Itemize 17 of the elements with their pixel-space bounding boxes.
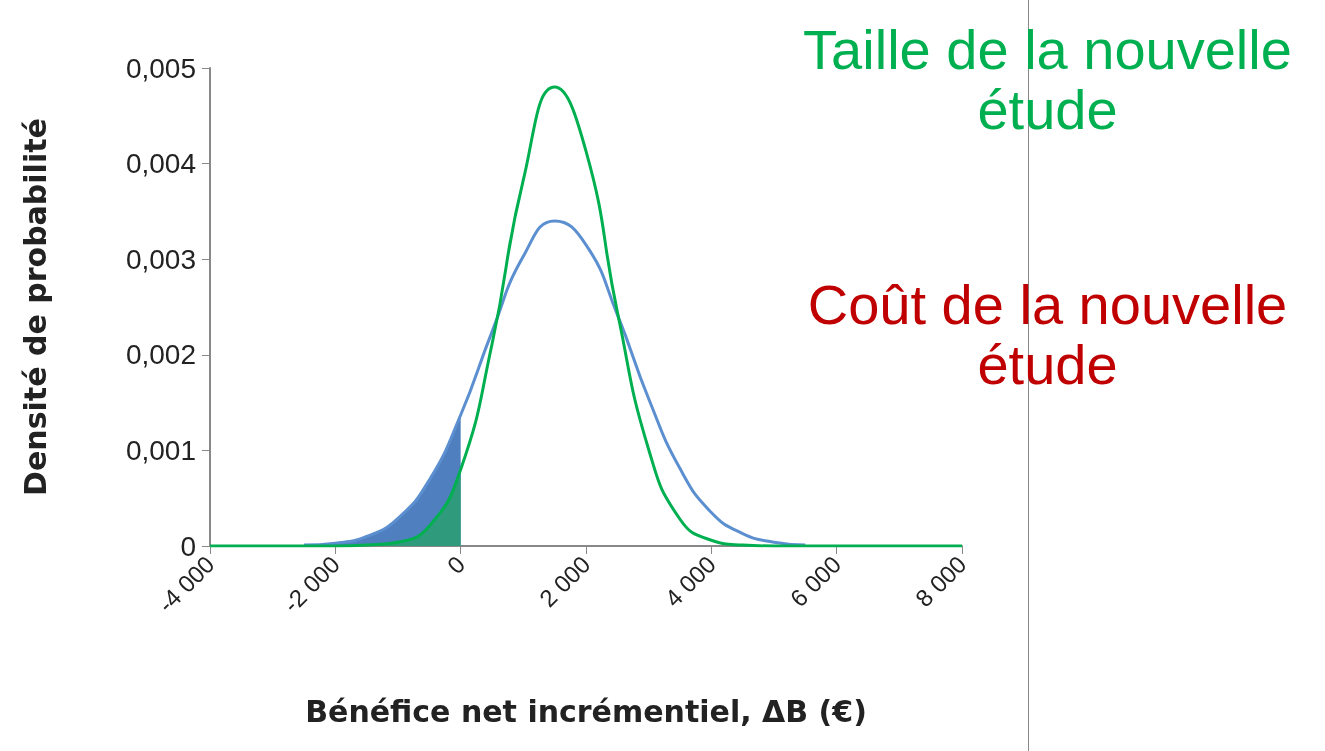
x-axis-title: Bénéfice net incrémentiel, ΔB (€) <box>305 693 867 729</box>
y-tick-label: 0,005 <box>125 52 196 84</box>
x-tick-label: -2 000 <box>277 550 345 618</box>
x-tick-label: 0 <box>441 550 471 579</box>
line-series <box>302 219 807 547</box>
y-tick-label: 0,002 <box>125 339 196 371</box>
x-tick-label: 2 000 <box>534 550 596 612</box>
x-tick-label: 8 000 <box>910 550 972 612</box>
y-axis-title: Densité de probabilité <box>17 118 53 496</box>
x-tick-label: 6 000 <box>784 550 847 612</box>
y-tick-label: 0,001 <box>125 434 196 466</box>
y-tick-label: 0,004 <box>125 148 196 180</box>
x-tick-label: 4 000 <box>659 550 721 612</box>
y-tick-label: 0 <box>180 530 196 562</box>
annotation: Taille de la nouvelle étude <box>802 18 1293 141</box>
annotation: Coût de la nouvelle étude <box>806 273 1289 396</box>
y-tick-label: 0,003 <box>125 243 196 275</box>
